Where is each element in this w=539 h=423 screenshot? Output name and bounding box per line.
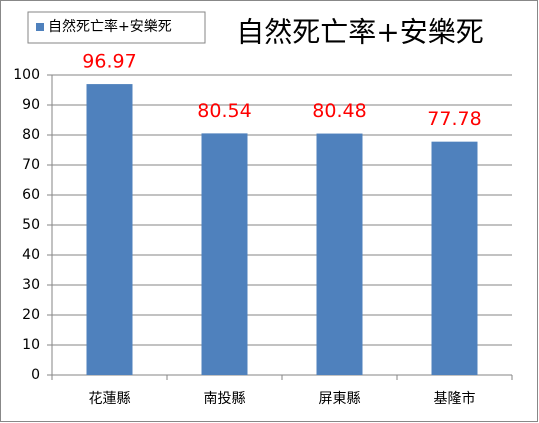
y-tick-label: 80 bbox=[22, 127, 40, 143]
x-tick-label: 屏東縣 bbox=[319, 391, 361, 407]
data-label: 80.48 bbox=[312, 100, 366, 122]
data-label: 77.78 bbox=[427, 108, 481, 130]
x-tick-label: 花蓮縣 bbox=[89, 391, 131, 407]
data-label: 80.54 bbox=[197, 100, 251, 122]
y-tick-label: 90 bbox=[22, 97, 40, 113]
bar bbox=[316, 133, 363, 375]
legend-label: 自然死亡率+安樂死 bbox=[48, 18, 172, 35]
x-tick-label: 南投縣 bbox=[204, 391, 246, 407]
y-tick-label: 0 bbox=[31, 367, 40, 383]
chart-title: 自然死亡率+安樂死 bbox=[236, 16, 483, 49]
legend-box bbox=[27, 11, 206, 44]
y-tick-label: 100 bbox=[13, 67, 40, 83]
legend-swatch bbox=[36, 23, 44, 31]
data-label: 96.97 bbox=[82, 51, 136, 73]
bar bbox=[86, 84, 133, 375]
y-tick-label: 40 bbox=[22, 247, 40, 263]
y-tick-label: 60 bbox=[22, 187, 40, 203]
x-tick-label: 基隆市 bbox=[434, 390, 476, 407]
bar bbox=[201, 133, 248, 375]
y-tick-label: 20 bbox=[22, 307, 40, 323]
y-tick-label: 10 bbox=[22, 337, 40, 353]
y-tick-label: 70 bbox=[22, 157, 40, 173]
y-tick-label: 30 bbox=[22, 277, 40, 293]
bar bbox=[431, 141, 478, 375]
y-tick-label: 50 bbox=[22, 217, 40, 233]
